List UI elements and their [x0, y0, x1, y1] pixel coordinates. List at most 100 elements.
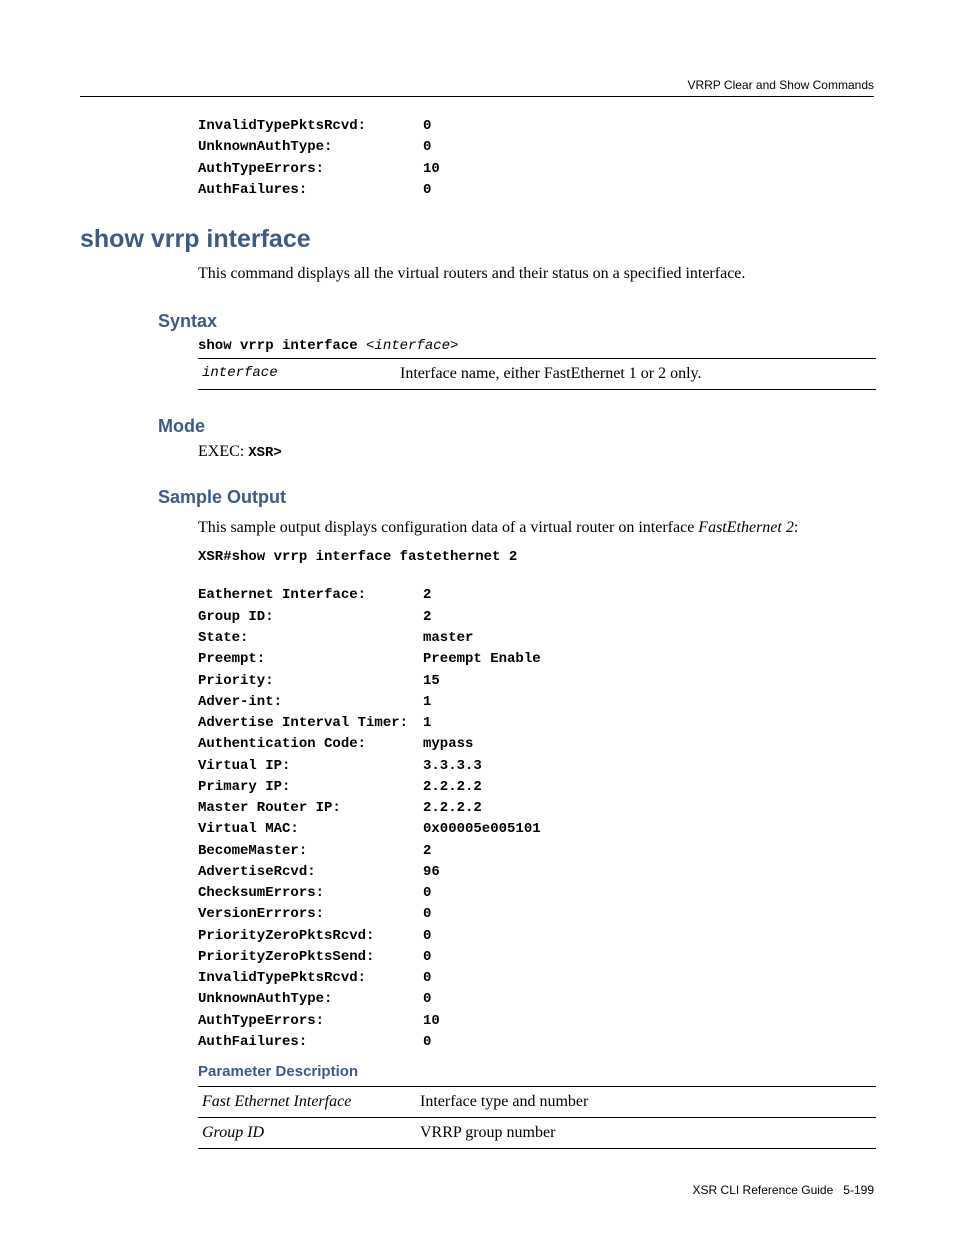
output-value: 2.2.2.2 — [423, 798, 482, 819]
output-value: 0 — [423, 137, 431, 158]
output-value: 0x00005e005101 — [423, 819, 541, 840]
output-key: UnknownAuthType: — [198, 989, 423, 1010]
mode-heading: Mode — [158, 416, 874, 437]
output-row: Eathernet Interface:2 — [198, 585, 874, 606]
output-value: 0 — [423, 989, 431, 1010]
output-row: InvalidTypePktsRcvd:0 — [198, 116, 874, 137]
syntax-cmd-arg: <interface> — [366, 338, 458, 354]
command-title: show vrrp interface — [80, 225, 874, 254]
content-area: InvalidTypePktsRcvd:0UnknownAuthType:0Au… — [80, 116, 874, 1149]
output-row: UnknownAuthType:0 — [198, 989, 874, 1010]
output-row: Preempt:Preempt Enable — [198, 649, 874, 670]
output-row: State:master — [198, 628, 874, 649]
output-row: Priority:15 — [198, 671, 874, 692]
output-key: InvalidTypePktsRcvd: — [198, 968, 423, 989]
mode-label: EXEC: — [198, 443, 248, 460]
running-header: VRRP Clear and Show Commands — [687, 78, 874, 92]
output-value: mypass — [423, 734, 473, 755]
output-row: AdvertiseRcvd:96 — [198, 862, 874, 883]
output-value: 2 — [423, 607, 431, 628]
output-value: 10 — [423, 1011, 440, 1032]
page: VRRP Clear and Show Commands InvalidType… — [0, 0, 954, 1235]
output-key: Primary IP: — [198, 777, 423, 798]
output-row: Authentication Code:mypass — [198, 734, 874, 755]
output-row: Virtual MAC:0x00005e005101 — [198, 819, 874, 840]
desc-text: Interface type and number — [416, 1087, 876, 1118]
desc-name: Group ID — [198, 1118, 416, 1149]
output-row: AuthTypeErrors:10 — [198, 159, 874, 180]
output-row: Virtual IP:3.3.3.3 — [198, 756, 874, 777]
output-key: Group ID: — [198, 607, 423, 628]
output-value: 0 — [423, 180, 431, 201]
output-key: Preempt: — [198, 649, 423, 670]
output-row: Advertise Interval Timer:1 — [198, 713, 874, 734]
command-description: This command displays all the virtual ro… — [198, 262, 874, 285]
output-value: 10 — [423, 159, 440, 180]
prev-output-block: InvalidTypePktsRcvd:0UnknownAuthType:0Au… — [198, 116, 874, 201]
sample-heading: Sample Output — [158, 487, 874, 508]
output-value: 2 — [423, 841, 431, 862]
table-row: Fast Ethernet InterfaceInterface type an… — [198, 1087, 876, 1118]
output-key: AuthFailures: — [198, 180, 423, 201]
output-key: VersionErrrors: — [198, 904, 423, 925]
sample-intro-pre: This sample output displays configuratio… — [198, 519, 698, 536]
output-row: BecomeMaster:2 — [198, 841, 874, 862]
output-value: master — [423, 628, 473, 649]
footer-doc: XSR CLI Reference Guide — [693, 1183, 834, 1197]
output-value: 0 — [423, 904, 431, 925]
output-value: 96 — [423, 862, 440, 883]
output-row: VersionErrrors:0 — [198, 904, 874, 925]
sample-intro: This sample output displays configuratio… — [198, 516, 874, 539]
output-key: Virtual MAC: — [198, 819, 423, 840]
table-row: Group IDVRRP group number — [198, 1118, 876, 1149]
output-key: BecomeMaster: — [198, 841, 423, 862]
desc-name: Fast Ethernet Interface — [198, 1087, 416, 1118]
output-key: ChecksumErrors: — [198, 883, 423, 904]
output-row: AuthFailures:0 — [198, 180, 874, 201]
output-row: Group ID:2 — [198, 607, 874, 628]
param-name: interface — [198, 359, 396, 390]
output-key: PriorityZeroPktsRcvd: — [198, 926, 423, 947]
output-key: Adver-int: — [198, 692, 423, 713]
output-value: 0 — [423, 947, 431, 968]
header-rule — [80, 96, 874, 97]
param-desc-heading: Parameter Description — [198, 1063, 874, 1080]
mode-prompt: XSR> — [248, 445, 282, 461]
sample-output-block: Eathernet Interface:2Group ID:2State:mas… — [198, 585, 874, 1053]
param-desc: Interface name, either FastEthernet 1 or… — [396, 359, 876, 390]
output-value: 2 — [423, 585, 431, 606]
output-row: PriorityZeroPktsRcvd:0 — [198, 926, 874, 947]
output-key: Master Router IP: — [198, 798, 423, 819]
output-key: PriorityZeroPktsSend: — [198, 947, 423, 968]
output-value: Preempt Enable — [423, 649, 541, 670]
output-value: 2.2.2.2 — [423, 777, 482, 798]
output-value: 0 — [423, 968, 431, 989]
output-key: Eathernet Interface: — [198, 585, 423, 606]
output-key: InvalidTypePktsRcvd: — [198, 116, 423, 137]
output-key: AuthTypeErrors: — [198, 159, 423, 180]
sample-intro-post: : — [794, 519, 798, 536]
output-key: UnknownAuthType: — [198, 137, 423, 158]
sample-intro-ital: FastEthernet 2 — [698, 519, 794, 536]
footer-page: 5-199 — [843, 1183, 874, 1197]
output-row: Adver-int:1 — [198, 692, 874, 713]
syntax-cmd-prefix: show vrrp interface — [198, 338, 366, 354]
output-key: Priority: — [198, 671, 423, 692]
output-key: State: — [198, 628, 423, 649]
output-row: Master Router IP:2.2.2.2 — [198, 798, 874, 819]
output-row: UnknownAuthType:0 — [198, 137, 874, 158]
output-key: Virtual IP: — [198, 756, 423, 777]
syntax-heading: Syntax — [158, 311, 874, 332]
table-row: interfaceInterface name, either FastEthe… — [198, 359, 876, 390]
output-value: 0 — [423, 926, 431, 947]
output-value: 0 — [423, 883, 431, 904]
output-value: 0 — [423, 116, 431, 137]
output-key: Advertise Interval Timer: — [198, 713, 423, 734]
output-row: Primary IP:2.2.2.2 — [198, 777, 874, 798]
output-value: 3.3.3.3 — [423, 756, 482, 777]
output-row: AuthTypeErrors:10 — [198, 1011, 874, 1032]
output-row: ChecksumErrors:0 — [198, 883, 874, 904]
desc-text: VRRP group number — [416, 1118, 876, 1149]
output-value: 1 — [423, 692, 431, 713]
output-row: PriorityZeroPktsSend:0 — [198, 947, 874, 968]
